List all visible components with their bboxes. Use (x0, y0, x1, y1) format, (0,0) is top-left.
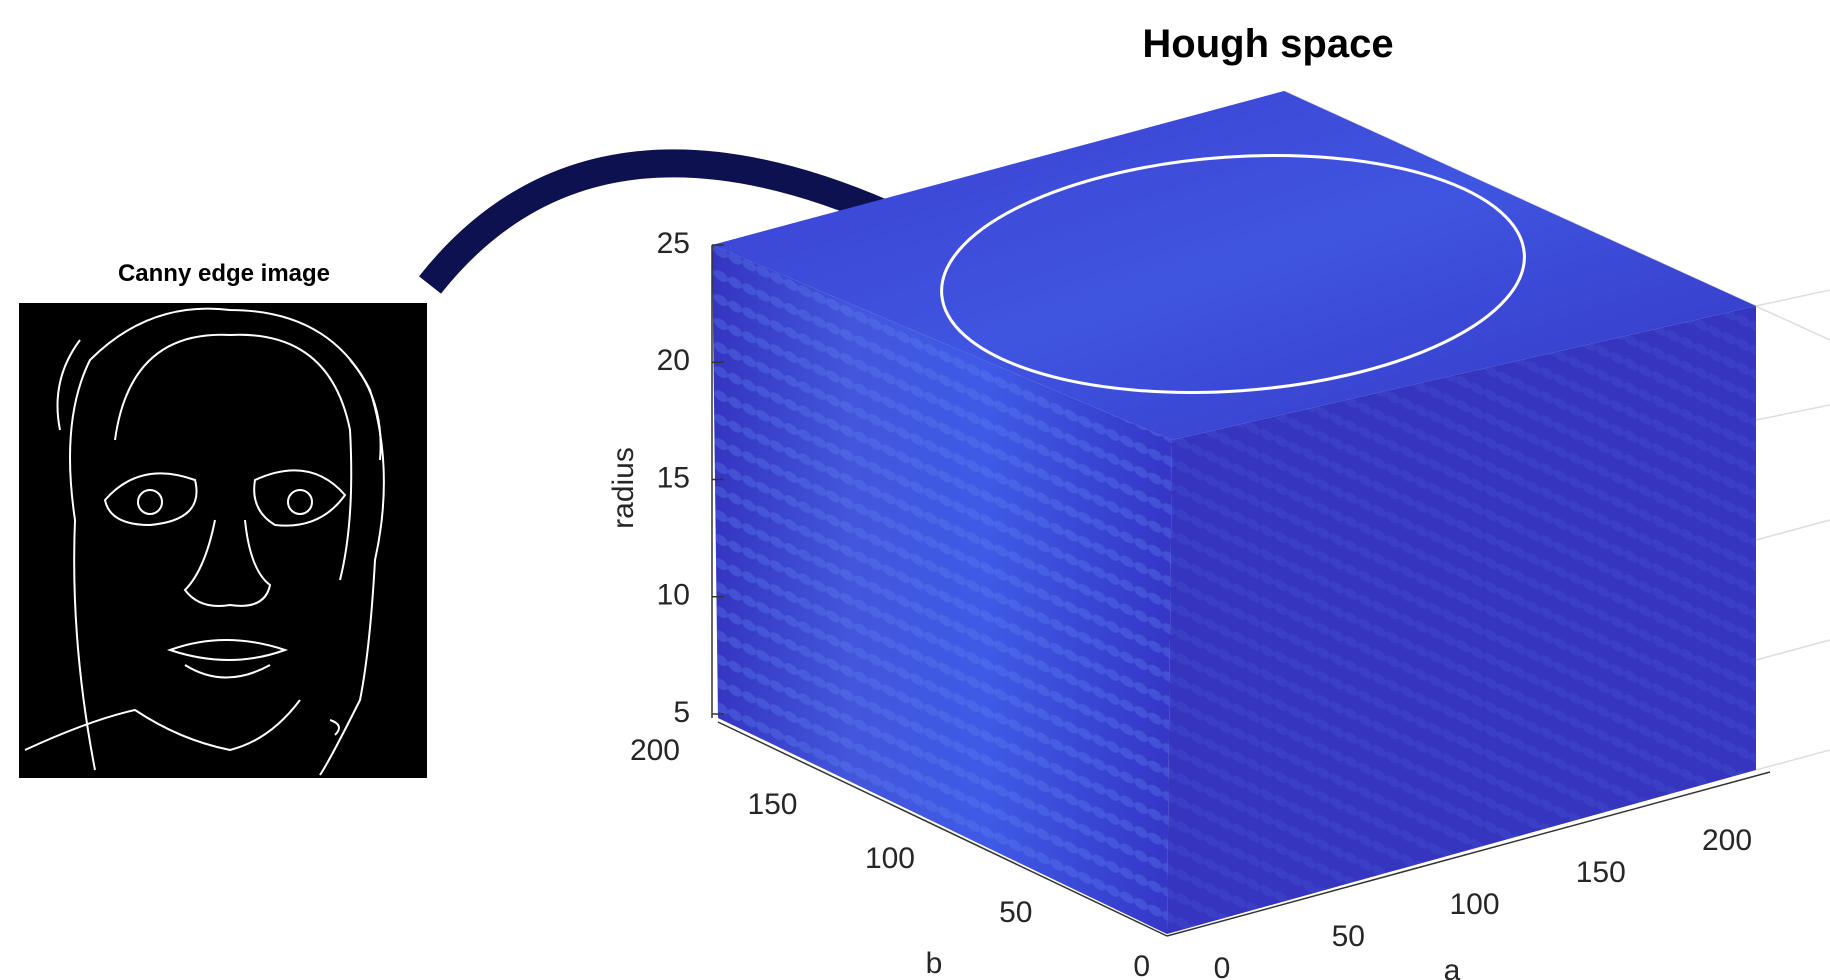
tick-label: 200 (630, 734, 680, 767)
tick-label: 100 (1449, 888, 1499, 921)
tick-label: 0 (1133, 950, 1150, 980)
tick-label: 10 (657, 579, 690, 612)
axis-label: b (926, 947, 943, 980)
tick-label: 150 (1576, 856, 1626, 889)
tick-label: 50 (1332, 920, 1365, 953)
tick-label: 20 (657, 344, 690, 377)
figure: Canny edge image Hough space 25 20 15 10 5 20… (0, 0, 1830, 980)
tick-label: 5 (673, 696, 690, 729)
tick-label: 150 (747, 788, 797, 821)
tick-label: 50 (999, 896, 1032, 929)
tick-label: 200 (1702, 824, 1752, 857)
panel-title: Canny edge image (118, 260, 330, 287)
tick-label: 0 (1214, 952, 1231, 980)
axis-label: radius (607, 447, 640, 529)
axis-label: a (1444, 954, 1461, 980)
panel-title: Hough space (1142, 22, 1393, 66)
tick-label: 15 (657, 461, 690, 494)
tick-label: 100 (865, 842, 915, 875)
edge-image (19, 303, 427, 778)
tick-label: 25 (657, 227, 690, 260)
